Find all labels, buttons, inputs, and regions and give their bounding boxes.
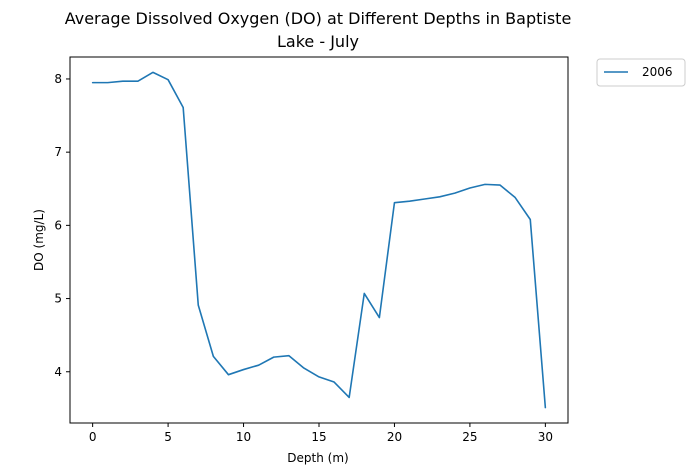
x-tick-label: 5: [164, 430, 172, 444]
chart-title-line-1: Average Dissolved Oxygen (DO) at Differe…: [65, 9, 572, 28]
x-axis-ticks: 0 5 10 15 20 25 30: [89, 423, 553, 444]
x-tick-label: 15: [311, 430, 326, 444]
x-tick-label: 0: [89, 430, 97, 444]
x-axis-label: Depth (m): [287, 451, 348, 465]
series-layer: [91, 71, 547, 409]
y-tick-label: 8: [54, 72, 62, 86]
y-tick-label: 5: [54, 292, 62, 306]
legend: 2006: [596, 58, 686, 87]
legend-box: [596, 58, 686, 87]
x-tick-label: 20: [387, 430, 402, 444]
y-axis-ticks: 4 5 6 7 8: [54, 72, 70, 379]
legend-label-2006: 2006: [642, 65, 673, 79]
y-tick-label: 7: [54, 145, 62, 159]
series-line-2006: [91, 71, 547, 409]
x-tick-label: 30: [538, 430, 553, 444]
x-tick-label: 10: [236, 430, 251, 444]
plot-area-frame: [69, 56, 569, 424]
y-tick-label: 6: [54, 218, 62, 232]
y-tick-label: 4: [54, 365, 62, 379]
chart-title-line-2: Lake - July: [277, 32, 359, 51]
y-axis-label: DO (mg/L): [32, 209, 46, 271]
x-tick-label: 25: [462, 430, 477, 444]
